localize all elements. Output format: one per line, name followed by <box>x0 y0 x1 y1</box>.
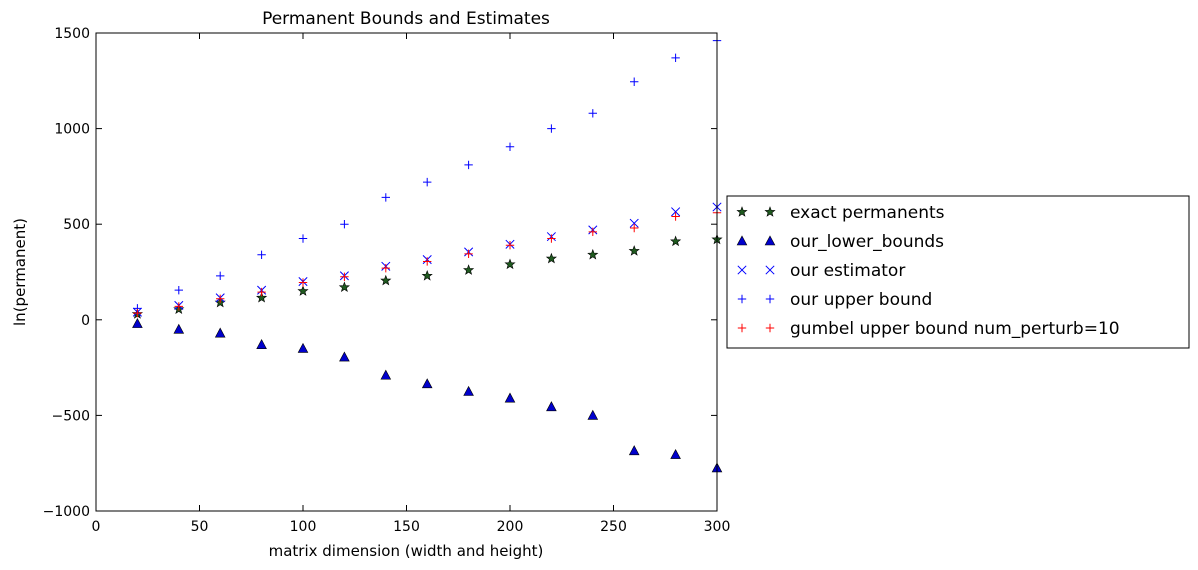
series-1 <box>132 317 723 473</box>
data-point <box>174 302 183 311</box>
x-tick-label: 150 <box>393 519 420 535</box>
data-point <box>505 142 515 151</box>
x-tick-label: 0 <box>92 519 101 535</box>
axis-ticks: 0 50 100 150 200 250 300 −1000 −500 0 500 1000 1500 <box>43 26 731 535</box>
data-point <box>670 448 681 459</box>
data-point <box>671 212 680 221</box>
data-point <box>132 317 143 328</box>
x-tick-label: 250 <box>600 519 627 535</box>
data-point <box>464 249 473 259</box>
data-point <box>423 177 432 187</box>
x-tick-label: 100 <box>290 519 317 535</box>
data-point <box>173 323 185 334</box>
y-tick-label: 0 <box>81 313 90 329</box>
legend-entry-0: exact permanents <box>736 203 945 223</box>
data-point <box>298 278 308 287</box>
data-point <box>546 401 557 412</box>
data-point <box>338 281 350 293</box>
data-point <box>297 342 309 353</box>
legend-label: exact permanents <box>790 203 945 223</box>
data-point <box>463 385 474 396</box>
x-tick-label: 200 <box>497 519 524 535</box>
legend-marker <box>736 235 748 246</box>
data-point <box>339 351 350 362</box>
legend-label: our estimator <box>790 261 905 281</box>
data-point <box>340 272 349 281</box>
data-point <box>547 234 556 243</box>
y-axis-label: ln(permanent) <box>11 218 29 326</box>
data-point <box>381 193 390 202</box>
legend-box <box>726 195 1190 349</box>
legend-marker <box>764 206 776 217</box>
legend-marker <box>765 294 775 304</box>
data-point <box>547 124 556 133</box>
data-point <box>504 392 516 403</box>
data-point <box>464 160 473 170</box>
y-tick-label: −1000 <box>43 504 90 520</box>
data-point <box>630 223 639 233</box>
data-point <box>380 369 392 380</box>
data-point <box>297 285 309 296</box>
data-point <box>545 252 557 264</box>
data-point <box>423 257 432 266</box>
legend-label: our_lower_bounds <box>790 232 944 252</box>
series-4 <box>133 208 722 318</box>
data-point <box>630 77 639 86</box>
legend-entry-2: our estimator <box>737 261 905 281</box>
data-point <box>629 218 639 228</box>
legend-marker <box>765 265 775 275</box>
data-point <box>340 220 349 229</box>
legend-entry-3: our upper bound <box>737 290 932 310</box>
data-point <box>670 235 682 247</box>
data-point <box>628 445 640 456</box>
legend-entry-4: gumbel upper bound num_perturb=10 <box>737 319 1120 339</box>
plot-markers <box>131 36 723 473</box>
data-point <box>298 234 308 243</box>
data-point <box>256 291 268 303</box>
data-point <box>587 248 599 260</box>
data-point <box>216 294 225 303</box>
data-point <box>216 271 225 281</box>
data-point <box>380 274 392 286</box>
data-point <box>257 250 266 259</box>
data-point <box>214 327 226 338</box>
legend-marker <box>765 323 775 333</box>
plot-frame <box>95 32 718 512</box>
data-point <box>671 207 681 217</box>
chart-title: Permanent Bounds and Estimates <box>262 9 550 29</box>
y-tick-label: 500 <box>63 217 90 233</box>
legend-label: gumbel upper bound num_perturb=10 <box>790 319 1120 339</box>
y-tick-label: 1500 <box>54 26 90 42</box>
legend-marker <box>764 235 776 246</box>
data-point <box>671 53 680 63</box>
legend-entry-1: our_lower_bounds <box>736 232 944 252</box>
data-point <box>628 245 640 256</box>
data-point <box>588 109 597 118</box>
data-point <box>588 227 597 237</box>
legend-marker <box>737 323 747 333</box>
x-tick-label: 300 <box>704 519 731 535</box>
data-point <box>133 308 142 318</box>
series-3 <box>133 36 722 313</box>
legend-marker <box>737 265 747 275</box>
y-tick-label: −500 <box>52 408 90 424</box>
data-point <box>257 287 266 297</box>
legend-label: our upper bound <box>790 290 932 310</box>
y-tick-label: 1000 <box>54 122 90 138</box>
legend-marker <box>737 294 747 304</box>
data-point <box>504 258 516 270</box>
x-tick-label: 50 <box>191 519 209 535</box>
data-point <box>421 269 433 281</box>
data-point <box>381 263 390 273</box>
x-axis-label: matrix dimension (width and height) <box>269 542 544 560</box>
data-point <box>463 264 475 275</box>
data-point <box>505 241 515 250</box>
data-point <box>587 409 599 420</box>
data-point <box>174 285 183 295</box>
data-point <box>256 339 267 349</box>
data-point <box>421 378 433 389</box>
legend-marker <box>736 206 748 217</box>
